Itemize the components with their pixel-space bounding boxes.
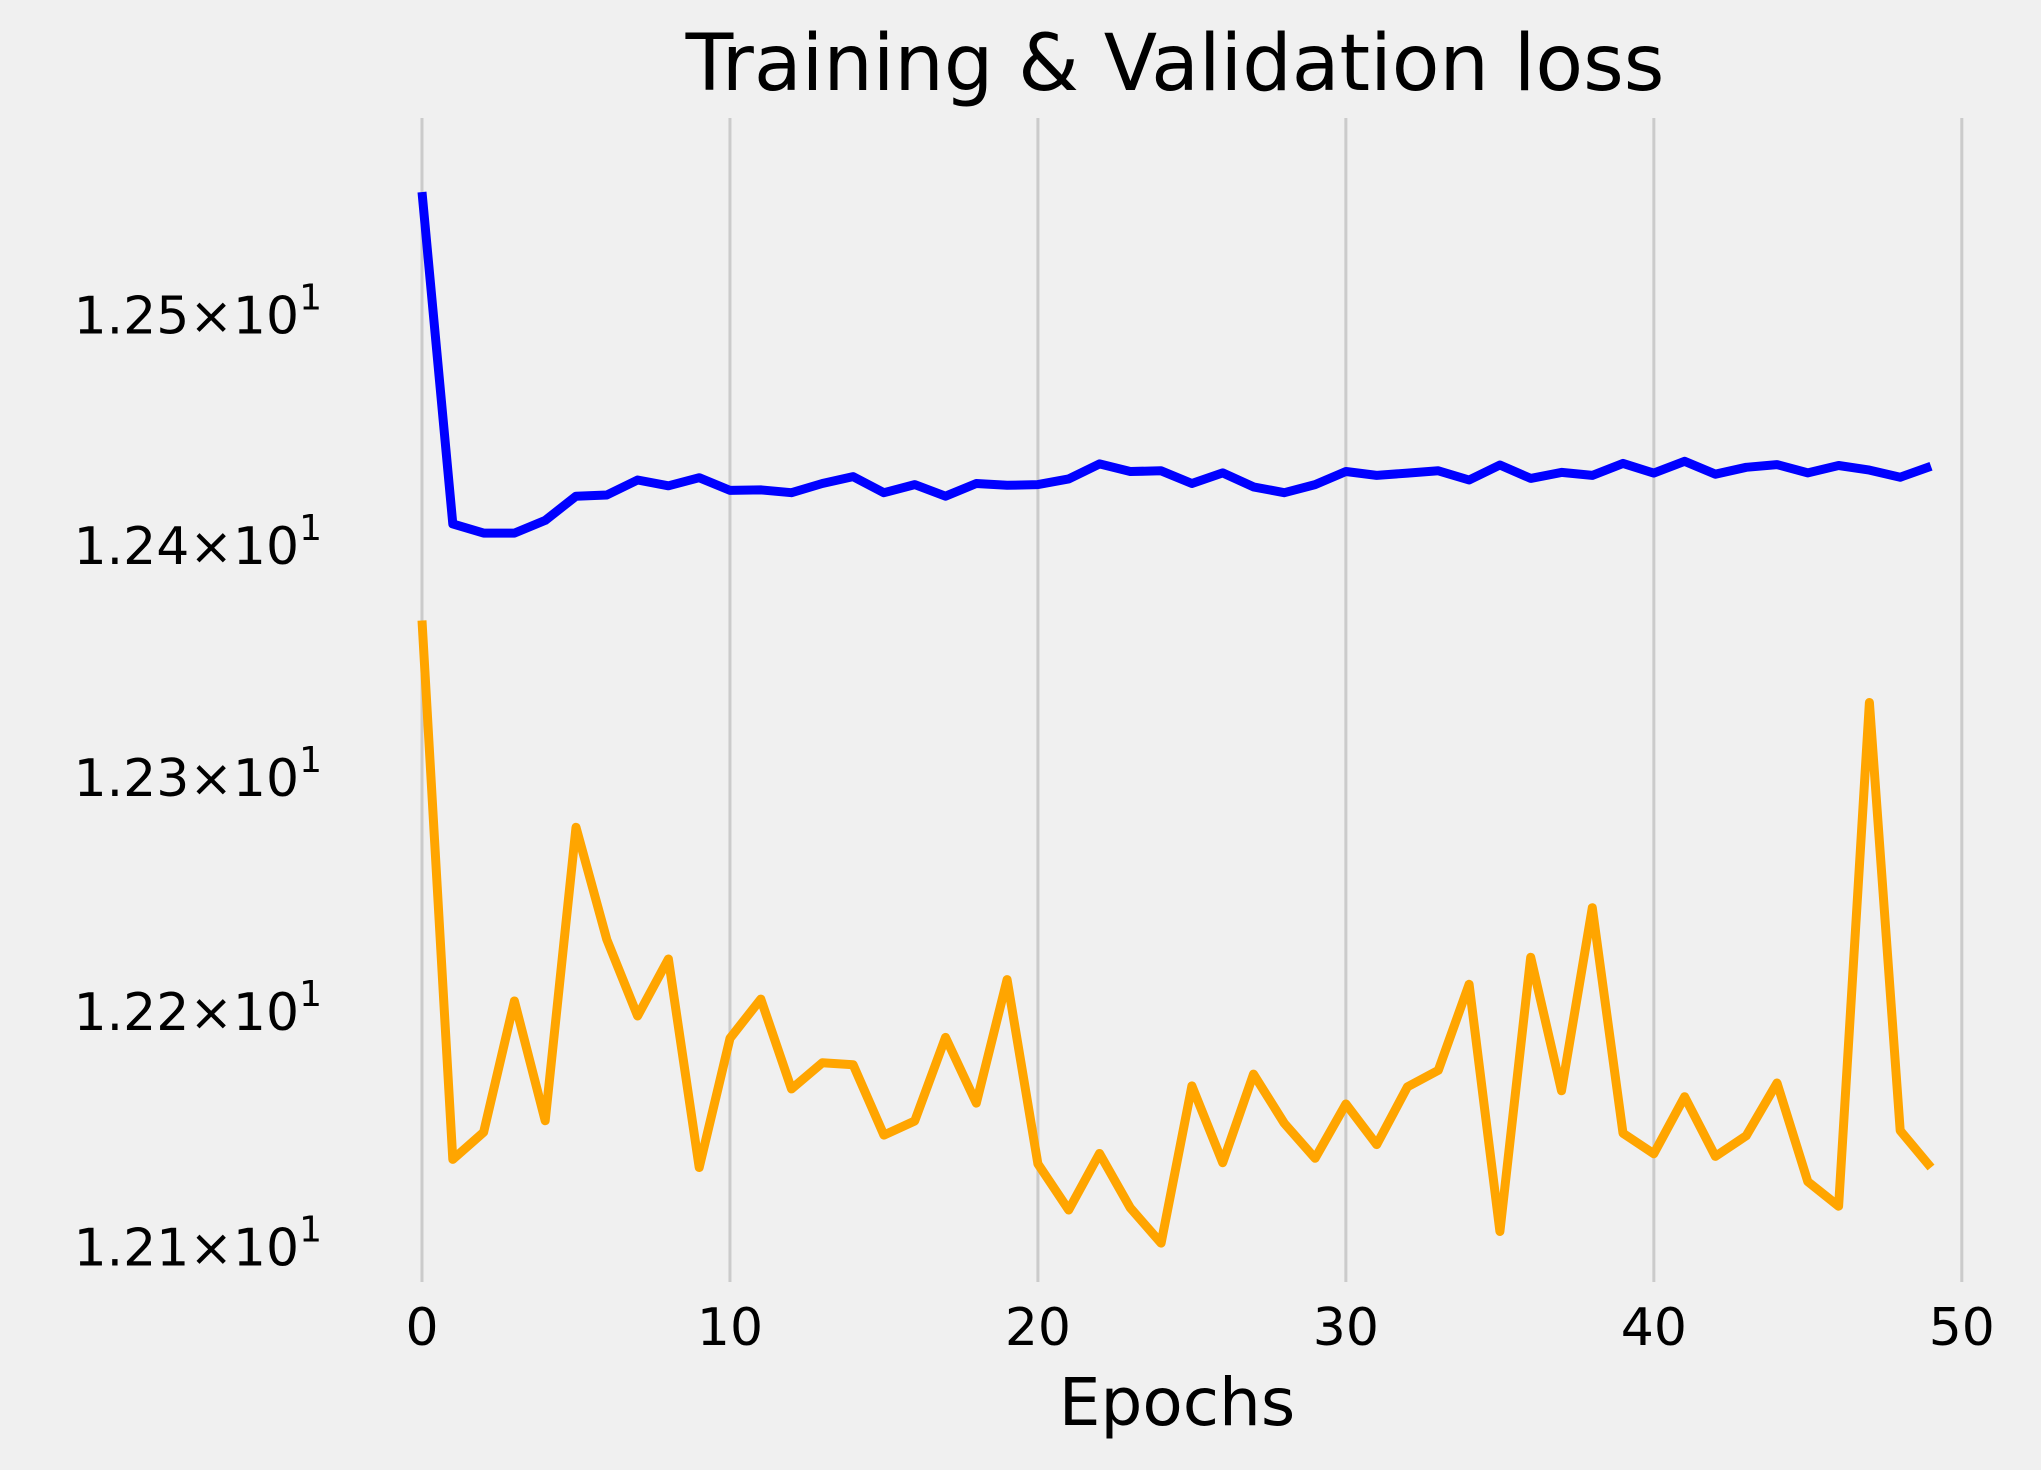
x-axis-label: Epochs <box>1059 1364 1295 1441</box>
series-lines <box>417 191 1935 1248</box>
series-line-blue <box>417 191 1933 538</box>
x-tick-label: 30 <box>1313 1298 1379 1358</box>
grid-lines <box>420 118 1964 1282</box>
x-tick-label: 50 <box>1929 1298 1995 1358</box>
x-tick-labels: 0 10 20 30 40 50 <box>405 1298 1994 1358</box>
x-tick-label: 0 <box>405 1298 438 1358</box>
y-tick-label: 1.21×101 <box>74 1210 322 1279</box>
y-tick-label: 1.24×101 <box>74 508 322 577</box>
y-tick-label: 1.22×101 <box>74 974 322 1043</box>
x-tick-label: 20 <box>1005 1298 1071 1358</box>
y-tick-labels: 1.21×101 1.22×101 1.23×101 1.24×101 1.25×101 <box>74 278 322 1279</box>
series-line-orange <box>417 620 1935 1248</box>
x-tick-label: 40 <box>1621 1298 1687 1358</box>
y-tick-label: 1.23×101 <box>74 740 322 809</box>
chart-title: Training & Validation loss <box>685 19 1665 109</box>
y-tick-label: 1.25×101 <box>74 278 322 347</box>
x-tick-label: 10 <box>697 1298 763 1358</box>
